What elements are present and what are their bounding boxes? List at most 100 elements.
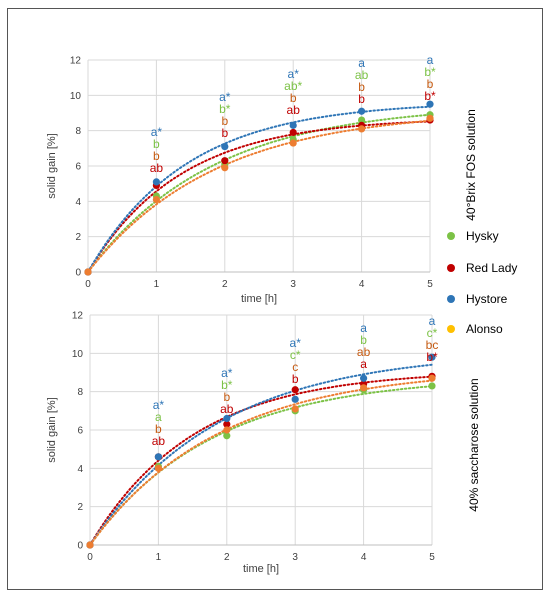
y-tick-label: 10 bbox=[70, 91, 82, 102]
significance-label-hystore: a* bbox=[221, 366, 233, 380]
significance-label-red-lady: b* bbox=[426, 350, 438, 364]
data-point-alonso bbox=[84, 268, 92, 276]
significance-label-red-lady: ab bbox=[220, 402, 234, 416]
trendline-hystore bbox=[89, 363, 433, 546]
significance-label-hystore: a bbox=[358, 56, 365, 70]
significance-label-alonso: ab bbox=[357, 345, 371, 359]
significance-label-hystore: a* bbox=[290, 336, 302, 350]
significance-label-red-lady: b bbox=[221, 126, 228, 140]
significance-label-alonso: c bbox=[292, 360, 298, 374]
significance-label-hystore: a* bbox=[153, 398, 165, 412]
y-tick-label: 10 bbox=[72, 349, 84, 360]
data-point-alonso bbox=[289, 139, 297, 147]
data-point-alonso bbox=[154, 464, 162, 472]
significance-label-hysky: b* bbox=[221, 378, 233, 392]
legend-marker-hystore bbox=[447, 295, 455, 303]
y-tick-label: 6 bbox=[75, 162, 81, 173]
figure-frame bbox=[7, 8, 543, 590]
x-tick-label: 5 bbox=[427, 279, 433, 290]
data-point-alonso bbox=[360, 384, 368, 392]
significance-label-hysky: a bbox=[155, 410, 162, 424]
legend-label-hystore: Hystore bbox=[466, 292, 508, 306]
significance-label-hysky: c* bbox=[427, 326, 438, 340]
significance-label-hysky: ab bbox=[355, 68, 369, 82]
data-point-hystore bbox=[223, 414, 231, 423]
y-tick-label: 0 bbox=[77, 541, 83, 552]
trendline-alonso bbox=[87, 119, 431, 273]
y-tick-label: 0 bbox=[75, 268, 81, 279]
trendline-hysky bbox=[87, 113, 431, 273]
significance-label-hysky: c* bbox=[290, 348, 301, 362]
x-tick-label: 0 bbox=[85, 279, 91, 290]
data-point-hystore bbox=[152, 178, 160, 186]
data-point-hystore bbox=[360, 374, 368, 382]
significance-label-alonso: b bbox=[358, 80, 365, 94]
significance-label-hysky: b* bbox=[219, 102, 231, 116]
legend-marker-red-lady bbox=[447, 264, 455, 272]
x-tick-label: 2 bbox=[224, 552, 230, 563]
x-tick-label: 3 bbox=[292, 552, 298, 563]
y-tick-label: 2 bbox=[75, 232, 81, 243]
significance-label-hystore: a bbox=[360, 321, 367, 335]
chart-legend: Hysky Red Lady Hystore Alonso bbox=[447, 229, 517, 336]
chart-side-title: 40°Brix FOS solution bbox=[464, 109, 478, 221]
y-tick-label: 4 bbox=[75, 197, 81, 208]
significance-label-hysky: b bbox=[153, 137, 160, 151]
data-point-hystore bbox=[221, 142, 229, 151]
data-point-red-lady bbox=[223, 420, 231, 428]
significance-label-red-lady: ab bbox=[152, 434, 166, 448]
significance-label-alonso: b bbox=[290, 91, 297, 105]
data-point-alonso bbox=[221, 164, 229, 172]
y-tick-label: 8 bbox=[77, 387, 83, 398]
y-tick-label: 6 bbox=[77, 426, 83, 437]
data-point-hystore bbox=[289, 121, 297, 129]
significance-label-alonso: b bbox=[221, 114, 228, 128]
data-point-hystore bbox=[291, 395, 299, 403]
significance-label-red-lady: a bbox=[360, 357, 367, 371]
significance-label-hystore: a* bbox=[288, 67, 300, 81]
y-tick-label: 12 bbox=[70, 56, 82, 67]
legend-label-alonso: Alonso bbox=[466, 322, 503, 336]
trendline-red-lady bbox=[89, 375, 433, 546]
significance-label-hystore: a* bbox=[219, 90, 231, 104]
x-axis-title: time [h] bbox=[243, 563, 279, 575]
data-point-hysky bbox=[223, 432, 231, 440]
x-tick-label: 1 bbox=[156, 552, 162, 563]
x-tick-label: 0 bbox=[87, 552, 93, 563]
significance-label-red-lady: ab bbox=[287, 103, 301, 117]
significance-label-red-lady: b* bbox=[424, 89, 436, 103]
significance-label-hysky: ab* bbox=[284, 79, 302, 93]
legend-marker-hysky bbox=[447, 232, 455, 240]
significance-label-alonso: b bbox=[427, 77, 434, 91]
y-tick-label: 4 bbox=[77, 464, 83, 475]
trendline-red-lady bbox=[87, 120, 431, 273]
x-tick-label: 1 bbox=[154, 279, 160, 290]
x-tick-label: 3 bbox=[290, 279, 296, 290]
data-point-alonso bbox=[291, 405, 299, 413]
data-point-alonso bbox=[358, 125, 366, 133]
data-point-hystore bbox=[428, 353, 436, 361]
data-point-alonso bbox=[426, 114, 434, 122]
significance-label-hystore: a bbox=[427, 53, 434, 67]
significance-label-hysky: b bbox=[360, 333, 367, 347]
significance-label-alonso: b bbox=[223, 390, 230, 404]
y-tick-label: 8 bbox=[75, 126, 81, 137]
significance-label-hysky: b* bbox=[424, 65, 436, 79]
data-point-alonso bbox=[223, 426, 231, 434]
significance-label-hystore: a bbox=[429, 314, 436, 328]
chart-side-title: 40% saccharose solution bbox=[467, 378, 481, 511]
data-point-hysky bbox=[358, 116, 366, 124]
significance-label-red-lady: b bbox=[358, 92, 365, 106]
trendline-hystore bbox=[87, 105, 431, 273]
data-point-red-lady bbox=[291, 386, 299, 394]
y-tick-label: 2 bbox=[77, 502, 83, 513]
data-point-hystore bbox=[426, 100, 434, 108]
data-point-red-lady bbox=[221, 157, 229, 165]
trendline-hysky bbox=[89, 385, 433, 546]
data-point-hysky bbox=[428, 382, 436, 390]
x-tick-label: 2 bbox=[222, 279, 228, 290]
data-point-alonso bbox=[428, 374, 436, 382]
